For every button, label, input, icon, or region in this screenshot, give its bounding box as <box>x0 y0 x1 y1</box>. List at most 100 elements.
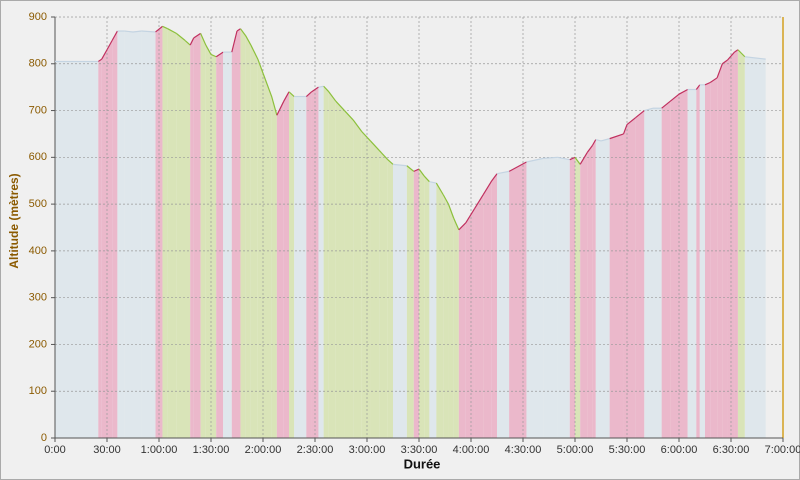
profile-segment <box>709 77 718 83</box>
profile-segment <box>744 56 766 60</box>
profile-segment <box>453 217 460 231</box>
profile-segment <box>215 51 224 58</box>
profile-segment <box>141 30 156 33</box>
x-tick-label: 3:00:00 <box>349 444 386 456</box>
slope-band <box>98 59 102 438</box>
x-tick-label: 6:00:00 <box>661 444 698 456</box>
y-tick-label: 700 <box>29 104 47 116</box>
x-tick-label: 30:00 <box>93 444 121 456</box>
profile-segment <box>106 40 113 51</box>
y-tick-label: 600 <box>29 151 47 163</box>
slope-band <box>240 28 246 438</box>
profile-segment <box>276 100 285 116</box>
profile-segment <box>175 32 186 41</box>
profile-segment <box>97 58 103 62</box>
profile-segment <box>323 85 330 93</box>
profile-segment <box>262 72 273 97</box>
profile-segment <box>429 181 437 184</box>
y-axis-label: Altitude (mètres) <box>7 173 21 268</box>
slope-band <box>328 91 336 438</box>
slope-band <box>107 40 113 439</box>
slope-band <box>497 171 510 438</box>
slope-band <box>609 133 624 438</box>
profile-segment <box>635 110 645 119</box>
profile-segment <box>231 30 238 53</box>
x-tick-label: 3:30:00 <box>401 444 438 456</box>
profile-segment <box>704 81 711 86</box>
profile-segment <box>328 91 337 102</box>
slope-band <box>176 33 185 438</box>
slope-band <box>223 52 232 438</box>
slope-band <box>387 159 393 438</box>
slope-band <box>344 110 354 439</box>
slope-band <box>141 31 156 439</box>
slope-band <box>112 31 118 439</box>
profile-segment <box>124 30 134 33</box>
profile-segment <box>626 117 637 126</box>
x-tick-label: 2:00:00 <box>245 444 282 456</box>
profile-segment <box>574 156 581 165</box>
profile-segment <box>496 170 510 175</box>
profile-segment <box>162 25 168 30</box>
slope-band <box>679 89 688 438</box>
slope-band <box>587 145 593 438</box>
slope-band <box>687 89 697 438</box>
slope-band <box>443 194 449 438</box>
x-tick-label: 4:00:00 <box>453 444 490 456</box>
slope-band <box>627 117 636 439</box>
profile-segment <box>678 88 688 95</box>
slope-band <box>635 110 645 439</box>
y-tick-label: 0 <box>41 432 47 444</box>
slope-band <box>205 45 211 439</box>
slope-band <box>283 91 289 438</box>
profile-segment <box>482 180 493 196</box>
slope-band <box>448 204 454 438</box>
x-tick-label: 5:30:00 <box>609 444 646 456</box>
x-tick-label: 1:30:00 <box>193 444 230 456</box>
slope-band <box>245 35 251 438</box>
profile-segment <box>586 145 593 154</box>
profile-segment <box>447 203 455 219</box>
slope-band <box>193 33 201 438</box>
x-tick-label: 1:00:00 <box>141 444 178 456</box>
slope-band <box>592 139 596 438</box>
slope-band <box>263 73 272 438</box>
profile-segment <box>305 91 312 97</box>
x-tick-label: 6:30:00 <box>713 444 750 456</box>
x-axis-label: Durée <box>404 456 441 471</box>
slope-band <box>190 38 194 439</box>
profile-segment <box>644 107 654 112</box>
slope-band <box>250 45 258 439</box>
profile-segment <box>370 140 380 151</box>
profile-segment <box>458 222 467 231</box>
profile-segment <box>595 138 602 142</box>
profile-segment <box>591 139 597 146</box>
profile-segment <box>609 133 624 140</box>
slope-band <box>237 28 241 438</box>
profile-segment <box>132 30 142 33</box>
slope-band <box>361 131 371 438</box>
profile-segment <box>435 182 444 196</box>
x-tick-label: 0:00 <box>44 444 65 456</box>
profile-segment <box>288 91 295 97</box>
profile-segment <box>669 93 680 102</box>
profile-segment <box>716 63 723 79</box>
slope-band <box>133 31 142 439</box>
profile-segment <box>101 49 108 60</box>
slope-band <box>318 86 324 438</box>
slope-band <box>393 164 407 438</box>
profile-segment <box>442 194 449 205</box>
slope-band <box>453 218 459 438</box>
y-tick-label: 800 <box>29 58 47 70</box>
slope-band <box>436 183 444 438</box>
slope-band <box>543 157 558 439</box>
profile-segment <box>557 156 570 161</box>
slope-band <box>491 173 497 438</box>
profile-segment <box>406 165 415 172</box>
y-tick-label: 300 <box>29 292 47 304</box>
slope-band <box>601 138 610 438</box>
profile-segment <box>236 28 241 32</box>
slope-band <box>335 101 345 438</box>
profile-segment <box>239 28 247 37</box>
